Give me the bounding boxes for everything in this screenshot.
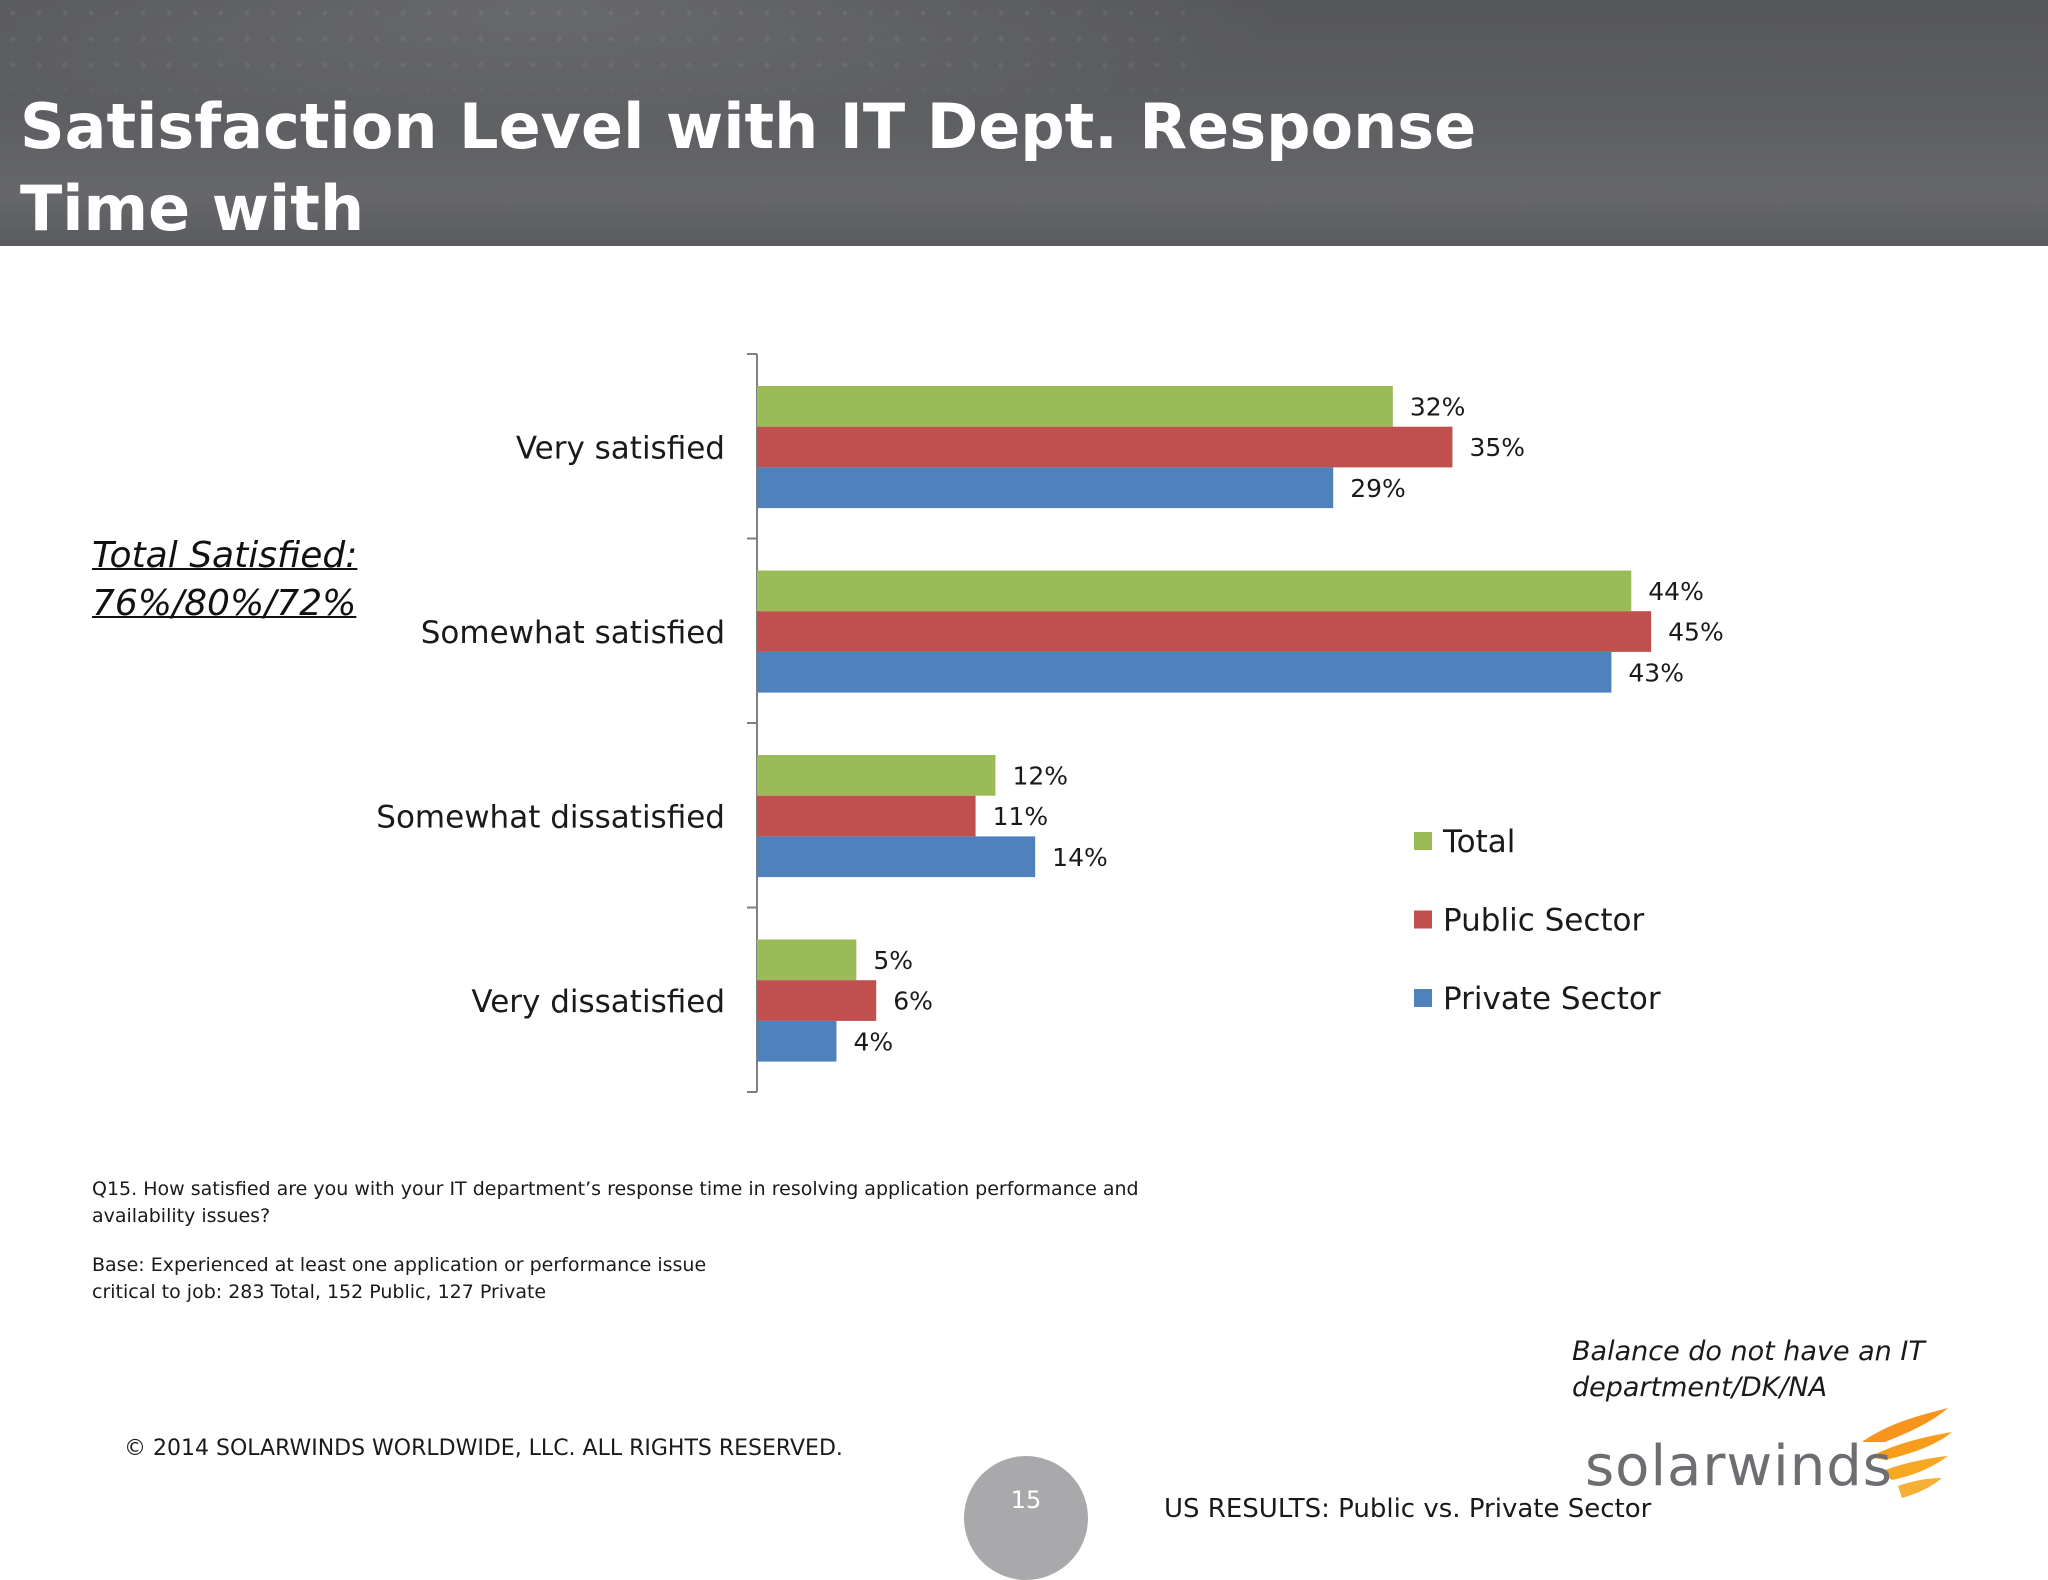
data-label: 43% [1628,658,1684,687]
copyright-text: © 2014 SOLARWINDS WORLDWIDE, LLC. ALL RI… [124,1436,843,1461]
data-label: 29% [1350,474,1406,503]
solarwinds-logo: solarwinds [1580,1402,1960,1512]
bar [757,755,996,796]
legend-label: Private Sector [1443,981,1661,1017]
legend-swatch [1414,910,1432,929]
bar [757,1020,837,1062]
footer-label: US RESULTS: Public vs. Private Sector [1164,1494,1652,1524]
balance-note: Balance do not have an IT department/DK/… [1572,1336,1925,1403]
question-note: Q15. How satisfied are you with your IT … [92,1178,1139,1227]
data-label: 11% [993,802,1049,831]
slide-title: Satisfaction Level with IT Dept. Respons… [20,90,1477,245]
header-texture [0,0,1200,90]
category-label: Somewhat satisfied [421,615,725,651]
bar [757,980,877,1021]
bar [757,467,1334,509]
bar [757,611,1652,652]
category-label: Somewhat dissatisfied [376,799,725,835]
data-label: 35% [1469,433,1525,462]
slide-header: Satisfaction Level with IT Dept. Respons… [0,0,2048,246]
header-sheen [0,0,1300,140]
data-label: 12% [1012,761,1068,790]
data-label: 5% [873,946,913,975]
bar [757,836,1036,878]
bar [757,386,1393,427]
data-label: 6% [893,987,933,1016]
bar [757,426,1453,468]
bar-chart: Very satisfied 32%35% 29% Somewhat satisfie… [376,353,1724,1093]
total-satisfied-note: Total Satisfied: 76%/80%/72% [92,535,358,624]
data-label: 4% [853,1027,893,1056]
legend-label: Public Sector [1443,903,1645,939]
page-number: 15 [1010,1486,1042,1514]
flame-icon [1862,1408,1952,1498]
legend-label: Total [1442,824,1515,860]
bar [757,795,976,837]
data-label: 45% [1668,618,1724,647]
bar [757,939,857,981]
data-label: 32% [1410,392,1466,421]
category-label: Very dissatisfied [471,984,725,1020]
legend-swatch [1414,832,1432,850]
bar [757,570,1632,612]
page-number-tab: 15 [964,1456,1088,1580]
data-label: 14% [1052,843,1108,872]
bar [757,651,1612,693]
data-label: 44% [1648,577,1704,606]
legend-swatch [1414,989,1432,1007]
base-note: Base: Experienced at least one applicati… [92,1254,707,1303]
logo-wordmark: solarwinds [1585,1434,1893,1499]
category-label: Very satisfied [516,430,725,466]
